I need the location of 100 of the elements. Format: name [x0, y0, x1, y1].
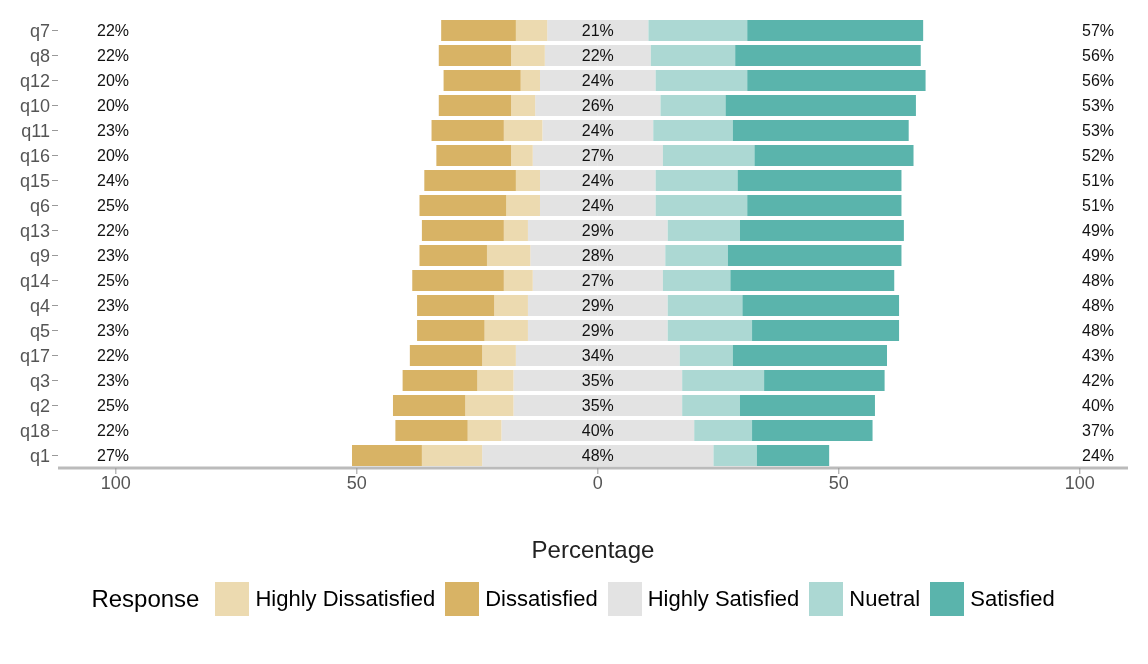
bar	[515, 170, 540, 191]
bar	[506, 195, 540, 216]
bar	[662, 270, 731, 291]
y-tick-label: q17	[19, 345, 50, 366]
y-tick-label: q10	[19, 95, 50, 116]
bar	[395, 420, 468, 441]
annotation: 53%	[1081, 97, 1115, 115]
bar	[752, 420, 873, 441]
annotation: 29%	[581, 297, 614, 315]
bar	[653, 120, 733, 141]
bar	[650, 45, 736, 66]
annotation: 51%	[1081, 172, 1115, 190]
bar	[655, 195, 748, 216]
bar	[515, 20, 548, 41]
bar	[511, 95, 536, 116]
annotation: 48%	[1081, 272, 1115, 290]
annotation: 21%	[581, 22, 614, 40]
annotation: 35%	[581, 397, 614, 415]
bar	[732, 120, 909, 141]
annotation: 22%	[581, 47, 614, 65]
bar	[419, 195, 507, 216]
y-tick-label: q1	[29, 445, 50, 466]
y-tick-label: q8	[29, 45, 50, 66]
y-tick-label: q15	[19, 170, 50, 191]
annotation: 25%	[96, 397, 130, 415]
annotation: 24%	[581, 122, 614, 140]
annotation: 56%	[1081, 47, 1115, 65]
bar	[665, 245, 728, 266]
annotation: 23%	[96, 297, 130, 315]
bar	[752, 320, 900, 341]
bar	[667, 295, 743, 316]
annotation: 22%	[96, 47, 130, 65]
annotation: 49%	[1081, 247, 1115, 265]
annotation: 27%	[96, 447, 130, 465]
annotation: 57%	[1081, 22, 1115, 40]
bar	[730, 270, 895, 291]
legend-title: Response	[91, 585, 200, 613]
annotation: 34%	[581, 347, 614, 365]
x-tick-label: 100	[100, 472, 131, 493]
annotation: 29%	[581, 322, 614, 340]
x-tick-label: 50	[346, 472, 367, 493]
x-tick-label: 0	[592, 472, 603, 493]
bar	[424, 170, 516, 191]
bar	[740, 395, 875, 416]
bar	[747, 195, 902, 216]
bar	[737, 170, 902, 191]
bar	[417, 320, 485, 341]
y-tick-label: q11	[21, 120, 50, 141]
legend-label: Highly Satisfied	[647, 586, 800, 612]
y-tick-label: q3	[29, 370, 50, 391]
annotation: 23%	[96, 322, 130, 340]
y-tick-label: q18	[19, 420, 50, 441]
x-axis-title: Percentage	[531, 536, 655, 563]
annotation: 25%	[96, 272, 130, 290]
y-tick-label: q13	[19, 220, 50, 241]
annotation: 24%	[581, 172, 614, 190]
bar	[662, 145, 755, 166]
bar	[682, 370, 765, 391]
bar	[482, 345, 516, 366]
bar	[494, 295, 528, 316]
bar	[694, 420, 753, 441]
bar	[732, 345, 888, 366]
bar	[419, 245, 487, 266]
y-tick-label: q2	[29, 395, 50, 416]
bar	[477, 370, 514, 391]
annotation: 24%	[581, 72, 614, 90]
annotation: 20%	[96, 97, 130, 115]
x-tick-label: 50	[828, 472, 849, 493]
annotation: 49%	[1081, 222, 1115, 240]
bar	[511, 145, 533, 166]
bar	[660, 95, 726, 116]
annotation: 22%	[96, 347, 130, 365]
annotation: 40%	[581, 422, 614, 440]
annotation: 28%	[581, 247, 614, 265]
bar	[443, 70, 521, 91]
annotation: 40%	[1081, 397, 1115, 415]
bar	[648, 20, 748, 41]
annotation: 23%	[96, 247, 130, 265]
annotation: 22%	[96, 22, 130, 40]
bar	[421, 220, 504, 241]
annotation: 20%	[96, 147, 130, 165]
y-tick-label: q5	[29, 320, 50, 341]
bar	[727, 245, 902, 266]
bar	[438, 95, 512, 116]
annotation: 24%	[1081, 447, 1115, 465]
y-tick-label: q14	[19, 270, 50, 291]
annotation: 48%	[1081, 297, 1115, 315]
bar	[465, 395, 514, 416]
bar	[484, 320, 528, 341]
annotation: 22%	[96, 222, 130, 240]
bar	[503, 120, 543, 141]
annotation: 53%	[1081, 122, 1115, 140]
bar	[742, 295, 900, 316]
annotation: 35%	[581, 372, 614, 390]
annotation: 52%	[1081, 147, 1115, 165]
bar	[764, 370, 885, 391]
annotation: 23%	[96, 122, 130, 140]
bar	[441, 20, 516, 41]
y-tick-label: q4	[29, 295, 50, 316]
y-tick-label: q7	[29, 20, 50, 41]
